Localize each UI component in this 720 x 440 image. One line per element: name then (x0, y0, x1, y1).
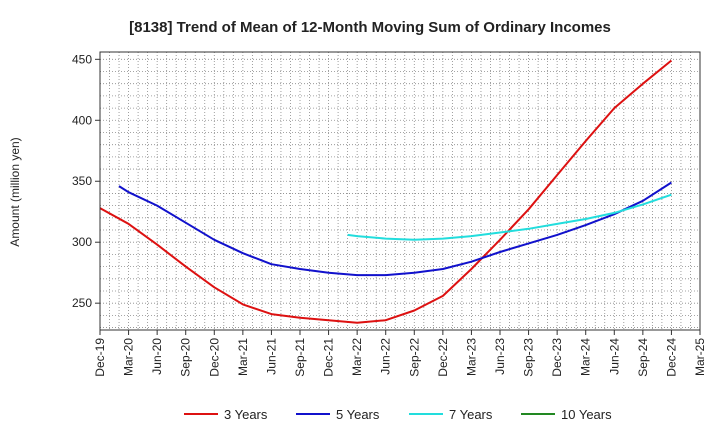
x-tick-label: Dec-24 (664, 338, 678, 377)
x-tick-label: Jun-23 (493, 338, 507, 375)
axis-ticks: 250 300 350 400 450 Dec-19 Mar-20 Jun-20 Sep-20 D… (72, 52, 707, 376)
x-tick-label: Mar-21 (236, 338, 250, 376)
y-axis-label: Amount (million yen) (8, 137, 22, 246)
legend-label-7-years: 7 Years (449, 407, 493, 422)
y-tick-label: 400 (72, 113, 92, 127)
x-tick-label: Sep-22 (407, 338, 421, 377)
x-tick-label: Sep-21 (293, 338, 307, 377)
x-tick-label: Mar-25 (693, 338, 707, 376)
legend: 3 Years 5 Years 7 Years 10 Years (184, 407, 612, 422)
y-tick-label: 450 (72, 52, 92, 66)
x-tick-label: Jun-24 (607, 338, 621, 375)
x-tick-label: Sep-20 (179, 338, 193, 377)
series-line-3-years (99, 59, 673, 324)
x-tick-label: Dec-23 (550, 338, 564, 377)
x-tick-label: Jun-20 (150, 338, 164, 375)
chart-title: [8138] Trend of Mean of 12-Month Moving … (129, 19, 611, 36)
x-tick-label: Jun-22 (379, 338, 393, 375)
x-tick-label: Mar-22 (350, 338, 364, 376)
series-lines (99, 59, 673, 324)
y-tick-label: 250 (72, 296, 92, 310)
x-tick-label: Sep-23 (522, 338, 536, 377)
x-tick-label: Dec-22 (436, 338, 450, 377)
legend-label-5-years: 5 Years (336, 407, 380, 422)
plot-area-frame (99, 51, 701, 331)
x-tick-label: Mar-24 (579, 338, 593, 376)
x-tick-label: Dec-21 (322, 338, 336, 377)
legend-label-3-years: 3 Years (224, 407, 268, 422)
x-tick-label: Mar-23 (464, 338, 478, 376)
x-tick-label: Mar-20 (122, 338, 136, 376)
x-tick-label: Dec-20 (207, 338, 221, 377)
series-line-7-years (347, 193, 672, 241)
x-tick-label: Dec-19 (93, 338, 107, 377)
x-tick-label: Sep-24 (636, 338, 650, 377)
y-tick-label: 300 (72, 235, 92, 249)
x-tick-label: Jun-21 (264, 338, 278, 375)
legend-label-10-years: 10 Years (561, 407, 612, 422)
gridlines (100, 52, 700, 330)
y-tick-label: 350 (72, 174, 92, 188)
series-line-5-years (118, 181, 672, 277)
